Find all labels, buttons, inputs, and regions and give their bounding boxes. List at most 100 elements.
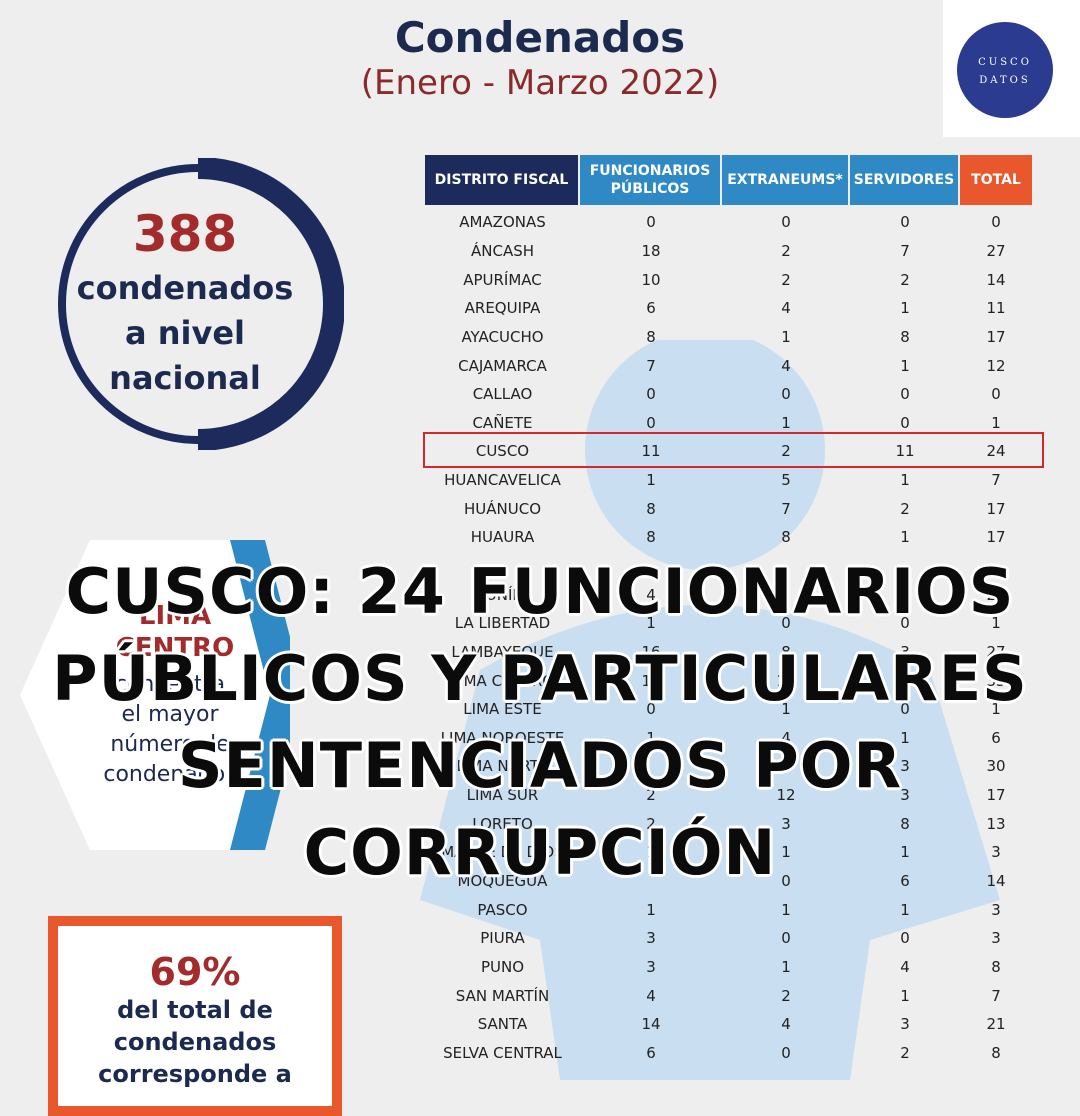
cell-total: 30 [986,757,1006,776]
cell-district: CALLAO [472,385,533,404]
share-text: del total de condenados corresponde a [48,994,342,1090]
cell-officials: 14 [641,1015,661,1034]
cell-district: ÁNCASH [470,241,535,260]
cell-officials: 10 [641,270,661,289]
page-subtitle: (Enero - Marzo 2022) [360,63,720,103]
cell-total: 17 [986,786,1006,805]
cell-district: LAMBAYEQUE [451,642,554,661]
headline-line: CUSCO: 24 FUNCIONARIOS [65,555,1015,628]
cell-servants: 0 [900,700,910,719]
table-row: AYACUCHO 8 1 8 17 [425,323,1032,352]
cell-total: 17 [986,528,1006,547]
cell-total: 21 [986,1015,1006,1034]
table-row: LIMA CENTRO 13 18 2 33 [425,666,1032,695]
national-total-number: 388 [132,205,238,263]
cell-extraneus: 4 [781,356,791,375]
lima-centro-text-line: concentra [114,672,226,697]
cell-servants: 2 [900,1043,910,1062]
cell-officials: 4 [646,986,656,1005]
cell-total: 8 [991,1043,1001,1062]
table-row: CAÑETE 0 1 0 1 [425,408,1032,437]
cell-servants: 4 [900,957,910,976]
cell-total: 17 [986,499,1006,518]
national-ring-graphic [58,158,344,450]
cell-district: AMAZONAS [459,213,546,232]
cell-servants: 1 [900,900,910,919]
cell-total: 26 [986,585,1006,604]
cell-total: 0 [991,385,1001,404]
cell-servants: 6 [900,872,910,891]
district-table-body: AMAZONAS 0 0 0 0 ÁNCASH 18 2 7 27 APURÍMAC 10 2 2 14 AR… [425,208,1032,1067]
cell-officials: 2 [646,814,656,833]
cell-officials: 0 [646,413,656,432]
lima-centro-text-line: número de [110,732,230,757]
cell-servants: 1 [900,299,910,318]
cell-servants: 11 [895,442,915,461]
cell-servants: 3 [900,1015,910,1034]
logo-text-line1: CUSCO [978,57,1032,68]
cell-district: MOQUEGUA [457,872,548,891]
logo-text-line2: DATOS [979,75,1031,86]
cell-officials: 8 [646,327,656,346]
cell-total: 3 [991,900,1001,919]
cell-officials: 3 [646,957,656,976]
cusco-row-highlight [423,432,1044,468]
cell-officials: 3 [646,929,656,948]
table-row: SELVA CENTRAL 6 0 2 8 [425,1039,1032,1068]
table-row: PASCO 1 1 1 3 [425,895,1032,924]
cell-total: 1 [991,700,1001,719]
table-row: HUAURA 8 8 1 17 [425,523,1032,552]
cell-district: PASCO [477,900,528,919]
table-header-officials: FUNCIONARIOS PÚBLICOS [580,155,720,205]
cell-officials: 11 [641,442,661,461]
cell-total: 1 [991,614,1001,633]
cell-extraneus: 2 [781,270,791,289]
cell-district: LA LIBERTAD [454,614,551,633]
cell-extraneus: 12 [776,786,796,805]
cell-district: SAN MARTÍN [455,986,550,1005]
table-row: HUÁNUCO 8 7 2 17 [425,494,1032,523]
cell-district: HUÁNUCO [464,499,541,518]
cell-district: LIMA SUR [466,786,539,805]
table-header-district: DISTRITO FISCAL [425,155,578,205]
cell-servants: 1 [900,528,910,547]
cell-extraneus: 0 [781,385,791,404]
cell-officials: 2 [646,786,656,805]
cell-officials: 18 [641,241,661,260]
cell-extraneus: 2 [781,986,791,1005]
cell-servants: 1 [900,986,910,1005]
cell-total: 3 [991,843,1001,862]
cell-extraneus: 0 [781,872,791,891]
cell-district: HUAURA [470,528,535,547]
cell-total: 3 [991,929,1001,948]
cell-servants: 0 [900,385,910,404]
cell-servants: 1 [900,356,910,375]
table-row: CALLAO 0 0 0 0 [425,380,1032,409]
cell-officials: 16 [641,642,661,661]
table-header-total: TOTAL [960,155,1032,205]
cell-servants: 1 [900,728,910,747]
table-row: LIMA ESTE 0 1 0 1 [425,695,1032,724]
national-label-line: a nivel [124,314,245,352]
cell-servants: 3 [900,786,910,805]
cell-extraneus: 0 [781,614,791,633]
cell-officials: 1 [646,614,656,633]
headline-line: PÚBLICOS Y PARTICULARES [52,642,1028,715]
table-row: LORETO 2 3 8 13 [425,809,1032,838]
table-row: SANTA 14 4 3 21 [425,1010,1032,1039]
cell-total: 1 [991,413,1001,432]
table-row: SAN MARTÍN 4 2 1 7 [425,981,1032,1010]
cell-officials: 8 [646,528,656,547]
cell-extraneus: 2 [781,442,791,461]
national-total-label: condenados a nivel nacional [52,266,318,401]
cell-total: 8 [991,957,1001,976]
cell-district: HUANCAVELICA [444,471,561,490]
cusco-datos-logo: CUSCO DATOS [957,22,1053,118]
table-row: PIURA 3 0 0 3 [425,924,1032,953]
cell-servants: 1 [900,843,910,862]
cell-district: LIMA ESTE [463,700,542,719]
table-row: AREQUIPA 6 4 1 11 [425,294,1032,323]
cell-officials: 0 [646,213,656,232]
cell-servants: 1 [900,471,910,490]
cell-officials: 1 [646,471,656,490]
